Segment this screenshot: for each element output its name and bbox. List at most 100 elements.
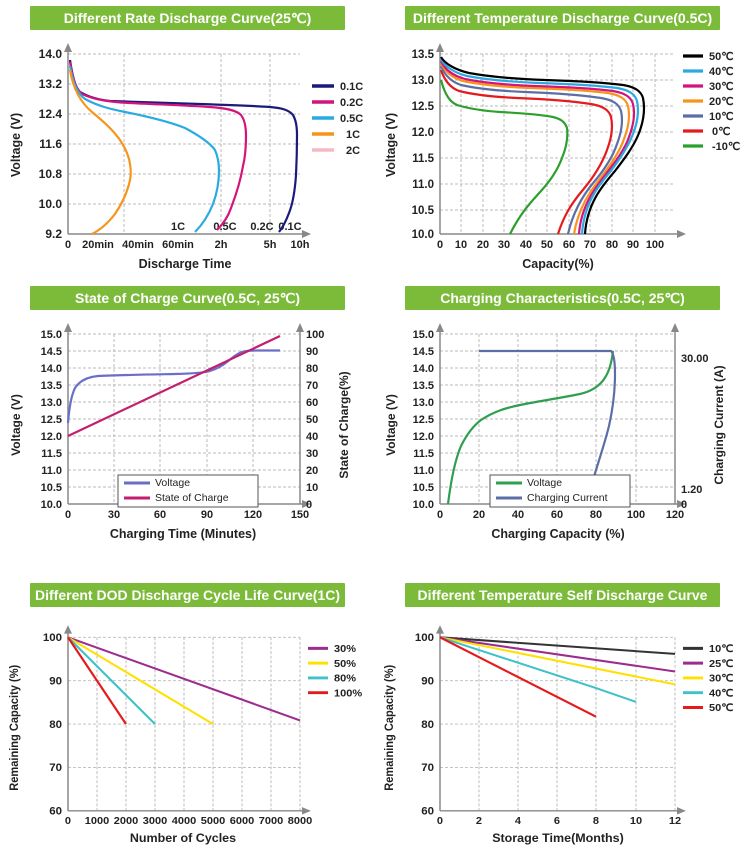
svg-text:12.5: 12.5 xyxy=(41,414,62,426)
svg-text:11.5: 11.5 xyxy=(41,448,62,460)
svg-text:50%: 50% xyxy=(334,658,357,670)
svg-text:14.0: 14.0 xyxy=(39,47,63,61)
svg-text:1000: 1000 xyxy=(85,815,110,827)
svg-text:11.6: 11.6 xyxy=(39,137,62,151)
svg-text:13.2: 13.2 xyxy=(39,77,63,91)
svg-text:14.0: 14.0 xyxy=(413,363,434,375)
svg-text:15.0: 15.0 xyxy=(41,329,62,341)
svg-text:0.2C: 0.2C xyxy=(340,97,363,109)
svg-text:10.0: 10.0 xyxy=(413,499,434,511)
svg-text:Voltage (V): Voltage (V) xyxy=(384,394,398,456)
svg-text:0: 0 xyxy=(65,509,71,521)
svg-text:80: 80 xyxy=(49,719,62,731)
svg-text:15.0: 15.0 xyxy=(413,329,434,341)
svg-text:5000: 5000 xyxy=(201,815,226,827)
svg-text:1C: 1C xyxy=(346,129,360,141)
svg-text:90: 90 xyxy=(306,346,318,358)
svg-text:30: 30 xyxy=(108,509,120,521)
svg-text:80: 80 xyxy=(306,363,318,375)
svg-text:2000: 2000 xyxy=(114,815,139,827)
svg-text:60: 60 xyxy=(551,509,563,521)
svg-text:2: 2 xyxy=(476,815,482,827)
svg-text:14.0: 14.0 xyxy=(41,363,62,375)
svg-text:13.0: 13.0 xyxy=(413,397,434,409)
svg-text:1.20: 1.20 xyxy=(681,484,702,496)
svg-text:120: 120 xyxy=(666,509,684,521)
svg-text:10.5: 10.5 xyxy=(413,482,434,494)
svg-text:12.0: 12.0 xyxy=(413,431,434,443)
svg-text:12.0: 12.0 xyxy=(412,127,434,139)
svg-text:10: 10 xyxy=(630,815,642,827)
svg-text:10.0: 10.0 xyxy=(41,499,62,511)
svg-text:60: 60 xyxy=(421,806,434,818)
svg-text:40℃: 40℃ xyxy=(709,688,734,700)
svg-text:90: 90 xyxy=(627,239,639,251)
svg-text:12.0: 12.0 xyxy=(41,431,62,443)
svg-text:8: 8 xyxy=(593,815,599,827)
svg-text:2C: 2C xyxy=(346,145,360,157)
svg-text:13.5: 13.5 xyxy=(41,380,62,392)
svg-text:60: 60 xyxy=(154,509,166,521)
svg-text:0.5C: 0.5C xyxy=(213,221,236,233)
svg-text:Voltage (V): Voltage (V) xyxy=(9,113,23,177)
svg-text:50: 50 xyxy=(541,239,553,251)
svg-text:14.5: 14.5 xyxy=(413,346,434,358)
svg-text:Charging Current (A): Charging Current (A) xyxy=(712,365,726,484)
svg-text:Remaining Capacity (%): Remaining Capacity (%) xyxy=(9,665,21,791)
svg-text:30: 30 xyxy=(498,239,510,251)
svg-text:150: 150 xyxy=(291,509,309,521)
svg-text:30℃: 30℃ xyxy=(709,81,734,93)
svg-text:20: 20 xyxy=(473,509,485,521)
svg-text:0: 0 xyxy=(65,815,71,827)
svg-text:80%: 80% xyxy=(334,673,357,685)
svg-text:12.5: 12.5 xyxy=(413,414,434,426)
svg-text:0: 0 xyxy=(437,815,443,827)
svg-text:100: 100 xyxy=(43,632,62,644)
svg-text:Charging Capacity (%): Charging Capacity (%) xyxy=(491,527,624,541)
svg-text:6000: 6000 xyxy=(230,815,255,827)
svg-text:-10℃: -10℃ xyxy=(712,141,740,153)
svg-text:70: 70 xyxy=(49,763,62,775)
svg-text:70: 70 xyxy=(306,380,318,392)
svg-text:10.0: 10.0 xyxy=(412,229,434,241)
svg-text:50: 50 xyxy=(306,414,318,426)
svg-text:11.5: 11.5 xyxy=(413,448,434,460)
svg-text:40: 40 xyxy=(306,431,318,443)
svg-text:Charging Current: Charging Current xyxy=(527,492,608,504)
svg-text:5h: 5h xyxy=(264,239,277,251)
svg-text:0℃: 0℃ xyxy=(712,126,730,138)
svg-text:2h: 2h xyxy=(215,239,228,251)
svg-text:Voltage (V): Voltage (V) xyxy=(384,113,398,177)
svg-text:80: 80 xyxy=(421,719,434,731)
svg-text:30.00: 30.00 xyxy=(681,353,709,365)
svg-text:Voltage: Voltage xyxy=(155,477,190,489)
svg-text:10℃: 10℃ xyxy=(709,643,734,655)
svg-text:10.0: 10.0 xyxy=(39,197,63,211)
svg-text:State of Charge: State of Charge xyxy=(155,492,229,504)
svg-text:14.5: 14.5 xyxy=(41,346,62,358)
svg-text:10℃: 10℃ xyxy=(709,111,734,123)
svg-text:Voltage (V): Voltage (V) xyxy=(9,394,23,456)
svg-text:50℃: 50℃ xyxy=(709,51,734,63)
svg-text:13.0: 13.0 xyxy=(41,397,62,409)
svg-text:Number of Cycles: Number of Cycles xyxy=(130,832,236,845)
svg-text:12: 12 xyxy=(669,815,681,827)
svg-text:11.0: 11.0 xyxy=(41,465,62,477)
svg-text:90: 90 xyxy=(201,509,213,521)
svg-text:12.4: 12.4 xyxy=(39,107,63,121)
svg-text:13.5: 13.5 xyxy=(413,380,434,392)
svg-text:25℃: 25℃ xyxy=(709,658,734,670)
svg-text:0: 0 xyxy=(437,239,443,251)
svg-text:1C: 1C xyxy=(171,221,185,233)
svg-text:40min: 40min xyxy=(122,239,154,251)
svg-text:Storage Time(Months): Storage Time(Months) xyxy=(492,832,624,845)
svg-text:20: 20 xyxy=(306,465,318,477)
svg-text:40: 40 xyxy=(512,509,524,521)
svg-text:0.2C: 0.2C xyxy=(250,221,273,233)
svg-text:100%: 100% xyxy=(334,688,363,700)
svg-text:70: 70 xyxy=(584,239,596,251)
svg-text:10.8: 10.8 xyxy=(39,167,63,181)
svg-text:Discharge Time: Discharge Time xyxy=(139,257,232,271)
svg-text:10h: 10h xyxy=(291,239,310,251)
svg-text:20min: 20min xyxy=(82,239,114,251)
